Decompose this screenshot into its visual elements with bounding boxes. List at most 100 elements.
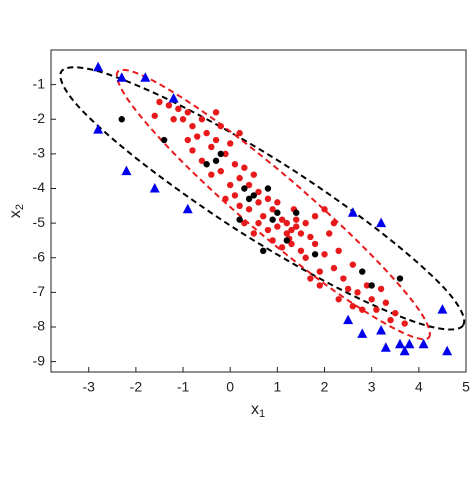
y-tick-label: -9 [33,352,46,368]
point [368,296,375,303]
x-tick-label: -3 [83,379,96,395]
point [307,275,314,282]
point [250,171,257,178]
point [255,199,262,206]
triangle-point [347,207,358,217]
y-tick-label: -8 [33,318,46,334]
point [241,185,248,192]
point [288,226,295,234]
point [170,116,177,123]
point [189,147,196,154]
y-tick-label: -5 [33,214,46,230]
y-tick-label: -2 [33,110,46,126]
point [335,296,342,303]
point [274,209,281,216]
point [208,171,215,178]
point [283,230,290,237]
triangle-point [376,324,387,335]
point [231,192,239,199]
point [359,268,366,275]
point [222,195,229,203]
point [283,219,290,227]
point [274,223,281,230]
point [340,275,347,282]
triangle-point [404,338,415,349]
point [212,109,220,116]
point [179,116,187,123]
point [278,244,286,251]
point [217,167,224,175]
point [245,195,253,203]
point [212,157,220,164]
point [175,105,182,113]
triangle-point [168,92,179,103]
point [222,150,229,158]
point [359,306,366,313]
triangle-point [182,203,193,214]
y-tick-label: -3 [33,145,46,161]
point [293,216,300,223]
triangle-point [376,217,387,228]
point [227,181,234,189]
point [264,226,272,234]
point [236,216,243,223]
point [236,129,243,137]
point [311,251,319,258]
point [368,282,375,289]
point [151,112,158,119]
point [231,161,239,168]
triangle-point [116,72,127,82]
plot-frame [50,49,467,373]
x-tick-label: 2 [321,379,329,395]
point [208,143,215,151]
point [354,289,361,296]
x-tick-label: 1 [273,379,281,395]
point [278,216,286,223]
triangle-point [442,345,453,356]
point [217,150,224,158]
point [269,237,276,244]
point [193,133,201,140]
point [156,98,163,106]
x-tick-label: 0 [226,379,234,395]
point [245,206,253,213]
point [250,230,257,237]
x-tick-label: 4 [415,379,423,395]
triangle-point [343,314,354,325]
point [264,185,272,192]
point [392,309,399,317]
triangle-point [399,345,410,356]
point [293,223,300,230]
point [212,136,220,144]
point [203,161,210,168]
ellipse [115,68,431,341]
point [326,230,333,237]
point [250,192,257,199]
point [293,209,300,216]
x-tick-label: 5 [462,379,470,395]
point [311,212,319,220]
point [283,237,290,244]
point [260,247,267,255]
point [330,219,338,227]
point [302,219,309,227]
triangle-point [394,338,405,349]
triangle-point [121,165,132,176]
point [269,206,276,213]
y-tick-label: -7 [33,283,46,299]
point [198,157,206,164]
point [236,174,243,182]
point [274,199,281,206]
point [335,247,342,255]
point [160,136,168,144]
x-tick-label: 3 [368,379,376,395]
point [297,247,305,255]
x-tick-label: -1 [177,379,190,395]
point [189,122,196,130]
point [255,219,262,227]
point [311,240,319,248]
point [377,285,385,293]
point [184,109,191,116]
x-tick-label: -2 [130,379,143,395]
point [288,240,295,248]
